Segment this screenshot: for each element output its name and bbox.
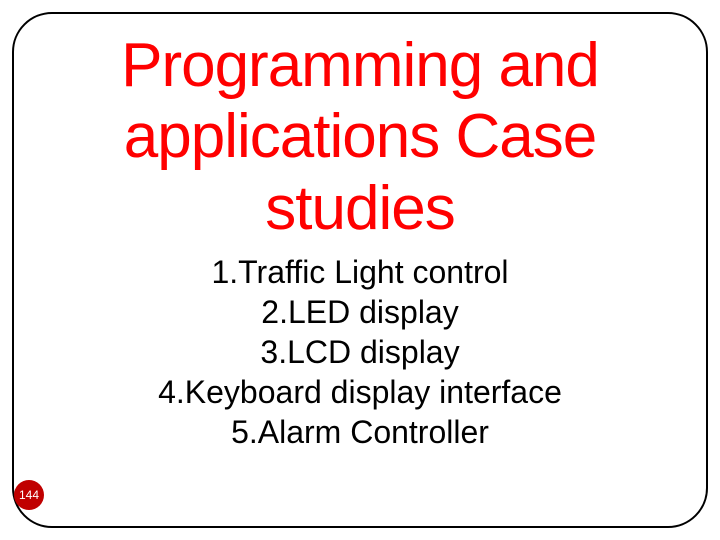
page-number-text: 144 xyxy=(19,488,39,502)
topic-list: 1.Traffic Light control 2.LED display 3.… xyxy=(60,252,660,452)
list-item: 2.LED display xyxy=(60,292,660,332)
list-item: 1.Traffic Light control xyxy=(60,252,660,292)
list-item: 5.Alarm Controller xyxy=(60,412,660,452)
slide-title: Programming and applications Case studie… xyxy=(60,30,660,244)
list-item: 3.LCD display xyxy=(60,332,660,372)
list-item: 4.Keyboard display interface xyxy=(60,372,660,412)
page-number-badge: 144 xyxy=(14,480,44,510)
slide-content: Programming and applications Case studie… xyxy=(60,30,660,452)
